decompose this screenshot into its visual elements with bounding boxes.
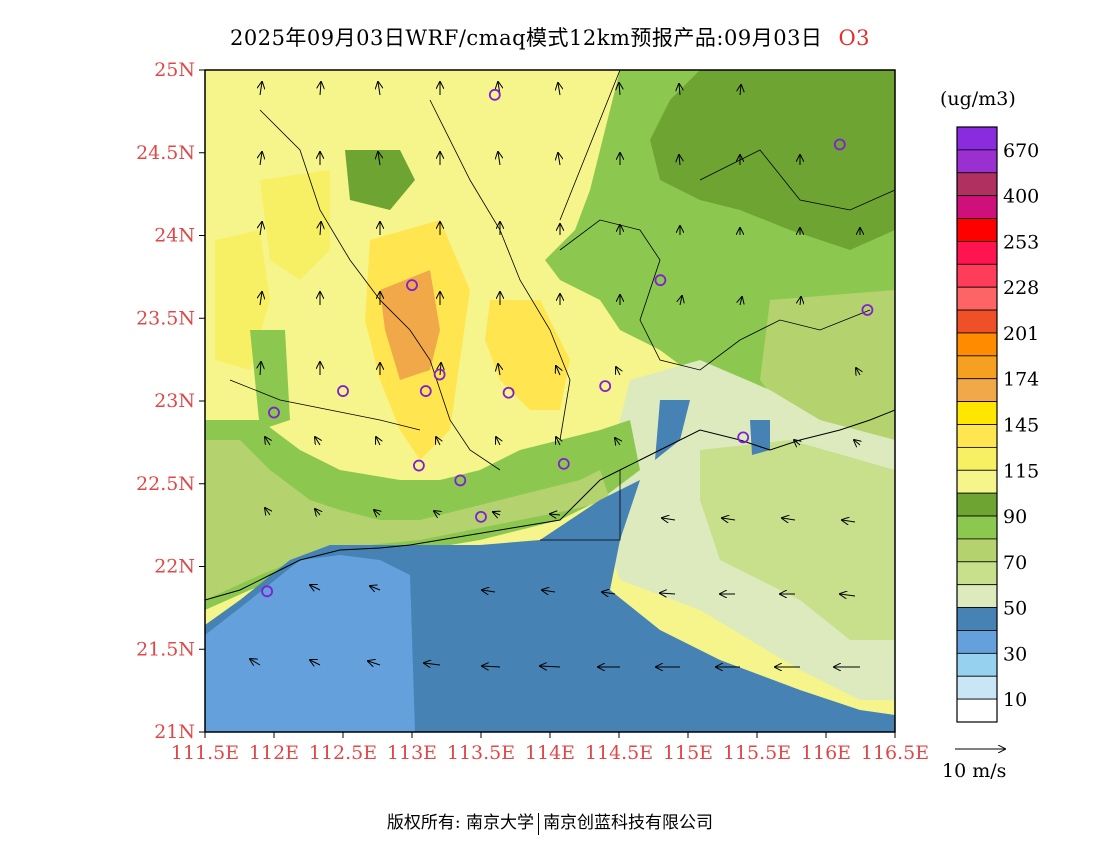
monitoring-site-marker xyxy=(337,385,349,397)
colorbar-segment xyxy=(956,675,998,700)
colorbar-segment xyxy=(956,652,998,677)
lon-tick-label: 111.5E xyxy=(171,742,239,764)
colorbar-label: 400 xyxy=(1003,186,1039,208)
colorbar-segment xyxy=(956,332,998,357)
monitoring-site-marker xyxy=(433,368,446,381)
monitoring-site-marker xyxy=(406,279,418,292)
lat-tick-label: 21.5N xyxy=(136,638,195,660)
lon-tick-label: 114.5E xyxy=(585,742,653,764)
colorbar-segment xyxy=(956,492,998,517)
monitoring-site-marker xyxy=(419,385,432,397)
lon-tick-label: 113E xyxy=(387,742,437,764)
colorbar: 670 400 253 228 201 174 145 115 90 70 50 30 10 xyxy=(956,126,1039,723)
monitoring-site-marker xyxy=(861,304,874,316)
lon-tick-label: 112.5E xyxy=(309,742,377,764)
colorbar-label: 145 xyxy=(1003,415,1039,437)
colorbar-label: 10 xyxy=(1003,689,1027,711)
lon-tick-label: 115.5E xyxy=(723,742,791,764)
monitoring-site-marker xyxy=(599,380,612,393)
monitoring-site-marker xyxy=(475,510,487,523)
colorbar-label: 70 xyxy=(1003,552,1027,574)
colorbar-segment xyxy=(956,584,998,608)
lat-tick-label: 22.5N xyxy=(136,473,195,495)
monitoring-site-marker xyxy=(833,138,846,151)
lat-axis: 25N 24.5N 24N 23.5N 23N 22.5N 22N 21.5N 21N xyxy=(136,59,205,743)
colorbar-segment xyxy=(956,378,998,403)
company: 南京创蓝科技有限公司 xyxy=(543,813,714,833)
lon-tick-label: 116E xyxy=(801,742,851,764)
colorbar-segment xyxy=(956,263,998,288)
lon-tick-label: 114E xyxy=(525,742,575,764)
colorbar-frame xyxy=(956,126,998,723)
colorbar-segment xyxy=(956,355,998,380)
colorbar-segment xyxy=(956,286,998,311)
colorbar-segment xyxy=(956,538,998,563)
unit-label: (ug/m3) xyxy=(940,88,1016,110)
colorbar-label: 670 xyxy=(1003,140,1039,162)
colorbar-label: 30 xyxy=(1003,643,1027,665)
colorbar-label: 50 xyxy=(1003,598,1027,620)
monitoring-site-marker xyxy=(502,386,515,399)
colorbar-segment xyxy=(956,218,998,242)
colorbar-label: 90 xyxy=(1003,506,1027,528)
colorbar-segment xyxy=(956,698,998,723)
monitoring-site-marker xyxy=(737,431,750,444)
lon-tick-label: 112E xyxy=(249,742,299,764)
colorbar-label: 228 xyxy=(1003,277,1039,299)
copyright: 版权所有: 南京大学 xyxy=(386,813,535,833)
colorbar-segment xyxy=(956,469,998,494)
lat-tick-label: 21N xyxy=(154,721,195,743)
monitoring-site-marker xyxy=(454,474,467,487)
lon-tick-label: 115E xyxy=(663,742,713,764)
monitoring-site-marker xyxy=(557,457,570,470)
colorbar-segment xyxy=(956,515,998,540)
monitoring-site-marker xyxy=(412,459,425,472)
lat-tick-label: 25N xyxy=(154,59,195,81)
monitoring-sites xyxy=(261,88,874,598)
colorbar-segment xyxy=(956,630,998,654)
monitoring-site-marker xyxy=(654,274,667,287)
colorbar-segment xyxy=(956,424,998,448)
lon-tick-label: 113.5E xyxy=(447,742,515,764)
colorbar-label: 253 xyxy=(1003,231,1039,253)
wind-vectors xyxy=(250,82,860,667)
monitoring-site-marker xyxy=(261,585,274,598)
monitoring-site-marker xyxy=(488,88,501,101)
footer: 版权所有: 南京大学 南京创蓝科技有限公司 xyxy=(0,808,1100,835)
lat-tick-label: 23N xyxy=(154,390,195,412)
lon-tick-label: 116.5E xyxy=(861,742,929,764)
o3-field xyxy=(205,70,895,732)
lat-tick-label: 22N xyxy=(154,556,195,578)
lon-axis: 111.5E 112E 112.5E 113E 113.5E 114E 114.5E 115E… xyxy=(171,732,929,764)
colorbar-label: 201 xyxy=(1003,323,1039,345)
colorbar-segment xyxy=(956,172,998,197)
colorbar-segment xyxy=(956,446,998,471)
lat-tick-label: 24N xyxy=(154,225,195,247)
colorbar-segment xyxy=(956,561,998,586)
colorbar-segment xyxy=(956,309,998,334)
colorbar-segment xyxy=(956,241,998,265)
lat-tick-label: 23.5N xyxy=(136,307,195,329)
map-title: 2025年09月03日WRF/cmaq模式12km预报产品:09月03日 O3 xyxy=(229,26,871,50)
colorbar-segment xyxy=(956,401,998,425)
lat-tick-label: 24.5N xyxy=(136,142,195,164)
colorbar-label: 115 xyxy=(1003,460,1039,482)
wind-reference-label: 10 m/s xyxy=(942,760,1007,782)
colorbar-segment xyxy=(956,195,998,219)
colorbar-segment xyxy=(956,607,998,631)
colorbar-label: 174 xyxy=(1003,369,1039,391)
colorbar-segment xyxy=(956,149,998,174)
colorbar-segment xyxy=(956,126,998,151)
monitoring-site-marker xyxy=(268,406,280,419)
species-label: O3 xyxy=(838,26,871,50)
